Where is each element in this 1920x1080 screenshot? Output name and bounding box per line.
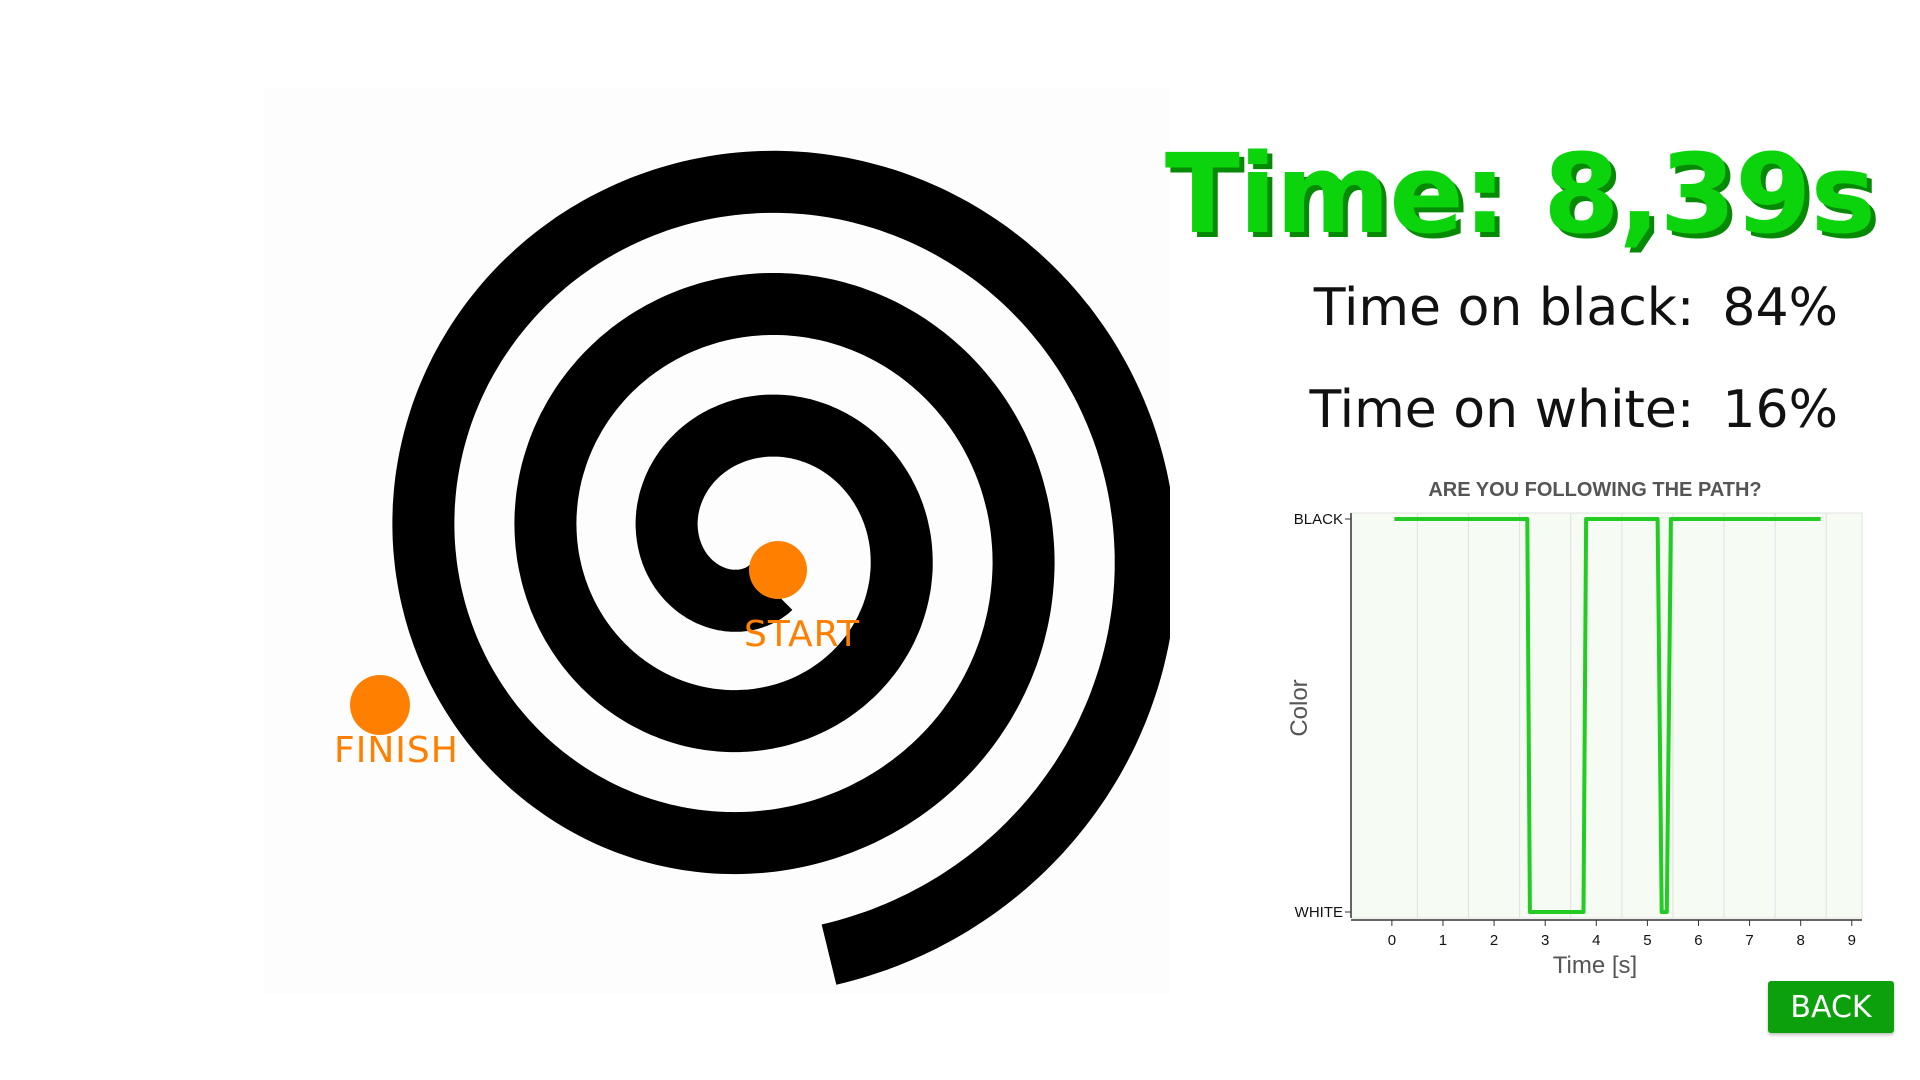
y-tick-label: WHITE — [1295, 904, 1343, 921]
x-tick-label: 2 — [1490, 932, 1498, 949]
x-tick-label: 7 — [1745, 932, 1753, 949]
x-tick-label: 1 — [1439, 932, 1447, 949]
time-on-black-stat: Time on black: 84% — [1314, 278, 1838, 338]
path-following-chart: 0 1 2 3 4 5 6 7 8 9 WHITE BLACK ARE YOU FOLLOWING TH… — [1270, 470, 1878, 990]
spiral-canvas[interactable]: START FINISH — [264, 88, 1170, 994]
x-tick-label: 9 — [1848, 932, 1856, 949]
chart-svg: 0 1 2 3 4 5 6 7 8 9 WHITE BLACK ARE YOU FOLLOWING TH… — [1286, 479, 1878, 979]
finish-label: FINISH — [334, 730, 459, 771]
x-tick-label: 0 — [1388, 932, 1396, 949]
time-on-black-label: Time on black: — [1313, 278, 1695, 338]
time-on-black-value: 84% — [1722, 278, 1838, 338]
time-on-white-value: 16% — [1722, 380, 1838, 440]
start-label: START — [744, 614, 861, 655]
finish-marker — [350, 675, 410, 735]
y-axis-label: Color — [1286, 679, 1313, 736]
x-tick-label: 6 — [1694, 932, 1702, 949]
x-tick-label: 4 — [1592, 932, 1600, 949]
x-axis-label: Time [s] — [1553, 952, 1637, 979]
elapsed-time-display: Time: 8,39s — [1164, 130, 1876, 258]
time-on-white-label: Time on white: — [1309, 380, 1695, 440]
back-button[interactable]: BACK — [1768, 981, 1894, 1033]
series-line — [1394, 517, 1821, 914]
x-tick-label: 5 — [1643, 932, 1651, 949]
x-tick-label: 3 — [1541, 932, 1549, 949]
plot-area — [1350, 512, 1863, 919]
chart-title: ARE YOU FOLLOWING THE PATH? — [1428, 479, 1761, 501]
time-on-white-stat: Time on white: 16% — [1310, 380, 1839, 440]
start-marker — [749, 541, 807, 599]
y-tick-label: BLACK — [1294, 511, 1343, 528]
spiral-path — [350, 150, 1170, 985]
x-tick-label: 8 — [1797, 932, 1805, 949]
